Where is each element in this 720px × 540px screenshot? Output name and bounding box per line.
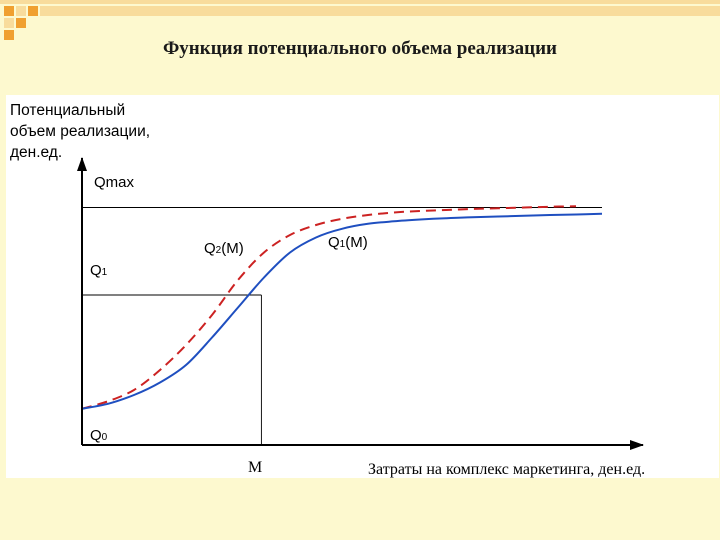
y-axis-label: Потенциальный объем реализации, ден.ед. <box>10 100 150 163</box>
deco-square <box>4 30 14 40</box>
potential-sales-chart: Qmax Q1 Q0 M Затраты на комплекс маркети… <box>77 157 645 478</box>
tick-label-q0: Q0 <box>90 427 108 444</box>
series-q1-line <box>81 212 603 410</box>
series-q2-line <box>81 205 577 410</box>
deco-square <box>16 6 26 16</box>
tick-label-qmax: Qmax <box>94 174 135 191</box>
corner-decoration <box>0 0 720 40</box>
deco-square <box>4 6 14 16</box>
deco-square <box>16 18 26 28</box>
deco-square <box>4 18 14 28</box>
deco-bar <box>40 6 720 16</box>
y-axis-label-line: ден.ед. <box>10 144 63 161</box>
y-axis-label-line: объем реализации, <box>10 123 151 140</box>
tick-label-q1: Q1 <box>90 262 108 279</box>
series-q2-label: Q2(M) <box>204 240 244 257</box>
series-q1-label: Q1(M) <box>328 234 368 251</box>
chart-panel: Потенциальный объем реализации, ден.ед. … <box>6 95 719 478</box>
x-axis-label: Затраты на комплекс маркетинга, ден.ед. <box>368 461 645 478</box>
y-axis-label-line: Потенциальный <box>10 102 126 119</box>
slide-title: Функция потенциального объема реализации <box>162 38 558 59</box>
tick-label-m: M <box>248 459 262 476</box>
deco-square <box>28 6 38 16</box>
